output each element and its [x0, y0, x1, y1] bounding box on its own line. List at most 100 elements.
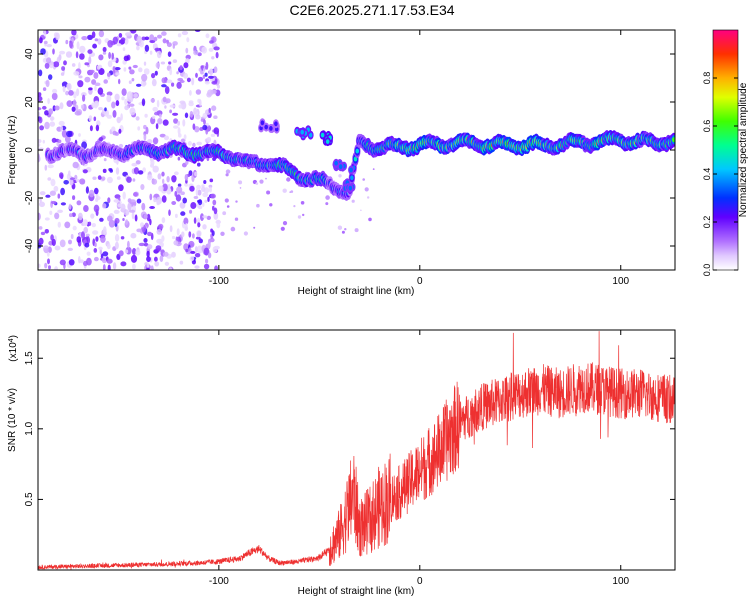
noise-speckle [185, 47, 189, 54]
noise-speckle [84, 242, 90, 248]
noise-speckle [54, 105, 60, 111]
noise-speckle [78, 212, 83, 221]
noise-speckle [162, 38, 167, 44]
noise-speckle [166, 176, 170, 183]
noise-speckle [194, 246, 198, 253]
noise-speckle [43, 245, 49, 249]
noise-speckle [50, 116, 55, 121]
noise-speckle [203, 263, 210, 270]
noise-speckle [216, 222, 221, 229]
noise-speckle [43, 30, 47, 37]
noise-speckle [169, 225, 173, 233]
noise-speckle [354, 228, 359, 233]
noise-speckle [201, 46, 207, 54]
noise-speckle [151, 178, 158, 185]
x-tick-label: 0 [417, 276, 423, 287]
noise-speckle [183, 134, 187, 140]
noise-speckle [89, 69, 95, 74]
noise-speckle [188, 101, 194, 107]
noise-speckle [101, 257, 107, 264]
noise-speckle [106, 258, 113, 264]
noise-speckle [124, 105, 129, 111]
noise-speckle [60, 187, 65, 196]
y-tick-label: -40 [24, 238, 35, 253]
noise-speckle [138, 242, 145, 247]
noise-speckle [79, 45, 86, 54]
noise-speckle [194, 171, 198, 177]
noise-speckle [76, 200, 82, 206]
noise-speckle [38, 237, 44, 245]
noise-speckle [63, 60, 67, 66]
noise-speckle [193, 50, 199, 56]
noise-speckle [114, 241, 119, 250]
noise-speckle [86, 236, 90, 245]
noise-speckle [134, 214, 138, 222]
noise-speckle [164, 261, 170, 266]
noise-speckle [189, 185, 195, 192]
noise-speckle [282, 188, 287, 193]
noise-speckle [238, 180, 243, 185]
noise-speckle [129, 103, 135, 107]
noise-speckle [174, 190, 178, 197]
signal-core [350, 175, 354, 181]
noise-speckle [85, 186, 89, 194]
noise-speckle [158, 185, 164, 192]
noise-speckle [133, 93, 139, 98]
noise-speckle [280, 226, 285, 231]
noise-speckle [38, 226, 43, 230]
noise-speckle [90, 213, 95, 219]
noise-speckle [208, 107, 211, 113]
y-tick-label: 1.0 [24, 421, 35, 435]
noise-speckle [130, 254, 138, 263]
noise-speckle [49, 190, 57, 196]
noise-speckle [92, 176, 97, 180]
noise-speckle [163, 135, 170, 141]
noise-speckle [168, 61, 172, 65]
noise-speckle [54, 245, 61, 251]
noise-speckle [123, 67, 127, 72]
noise-speckle [112, 66, 116, 74]
noise-speckle [136, 35, 142, 44]
noise-speckle [75, 178, 80, 183]
colorbar-tick-label: 0.0 [702, 264, 712, 277]
noise-speckle [42, 105, 47, 110]
noise-speckle [195, 114, 201, 120]
noise-speckle [213, 46, 220, 51]
noise-speckle [193, 196, 199, 199]
noise-speckle [45, 194, 51, 198]
noise-speckle [360, 209, 362, 212]
noise-speckle [130, 232, 137, 239]
noise-speckle [204, 72, 208, 77]
colorbar-tick-label: 0.2 [702, 216, 712, 229]
noise-speckle [196, 184, 201, 190]
noise-speckle [169, 109, 173, 114]
noise-speckle [118, 33, 123, 38]
noise-speckle [128, 66, 132, 70]
noise-speckle [367, 196, 370, 199]
noise-speckle [198, 238, 203, 244]
figure-title: C2E6.2025.271.17.53.E34 [289, 2, 454, 18]
noise-speckle [172, 59, 178, 63]
noise-speckle [159, 133, 166, 138]
snr-panel: -100 0 100 0.5 1.0 1.5 Height of straight lin… [7, 329, 676, 597]
noise-speckle [203, 119, 206, 125]
noise-speckle [129, 69, 135, 75]
noise-speckle [106, 94, 112, 103]
noise-speckle [146, 213, 151, 222]
noise-speckle [65, 90, 69, 96]
noise-speckle [145, 126, 149, 135]
noise-speckle [243, 231, 248, 236]
noise-speckle [72, 161, 79, 169]
noise-speckle [116, 116, 122, 124]
noise-speckle [109, 169, 113, 173]
noise-speckle [213, 66, 218, 73]
noise-speckle [144, 36, 150, 41]
noise-speckle [79, 178, 86, 185]
noise-speckle [38, 69, 43, 77]
noise-speckle [266, 190, 271, 195]
noise-speckle [195, 188, 199, 197]
noise-speckle [107, 72, 111, 77]
noise-speckle [42, 87, 47, 91]
noise-speckle [125, 32, 132, 37]
noise-speckle [337, 225, 343, 230]
